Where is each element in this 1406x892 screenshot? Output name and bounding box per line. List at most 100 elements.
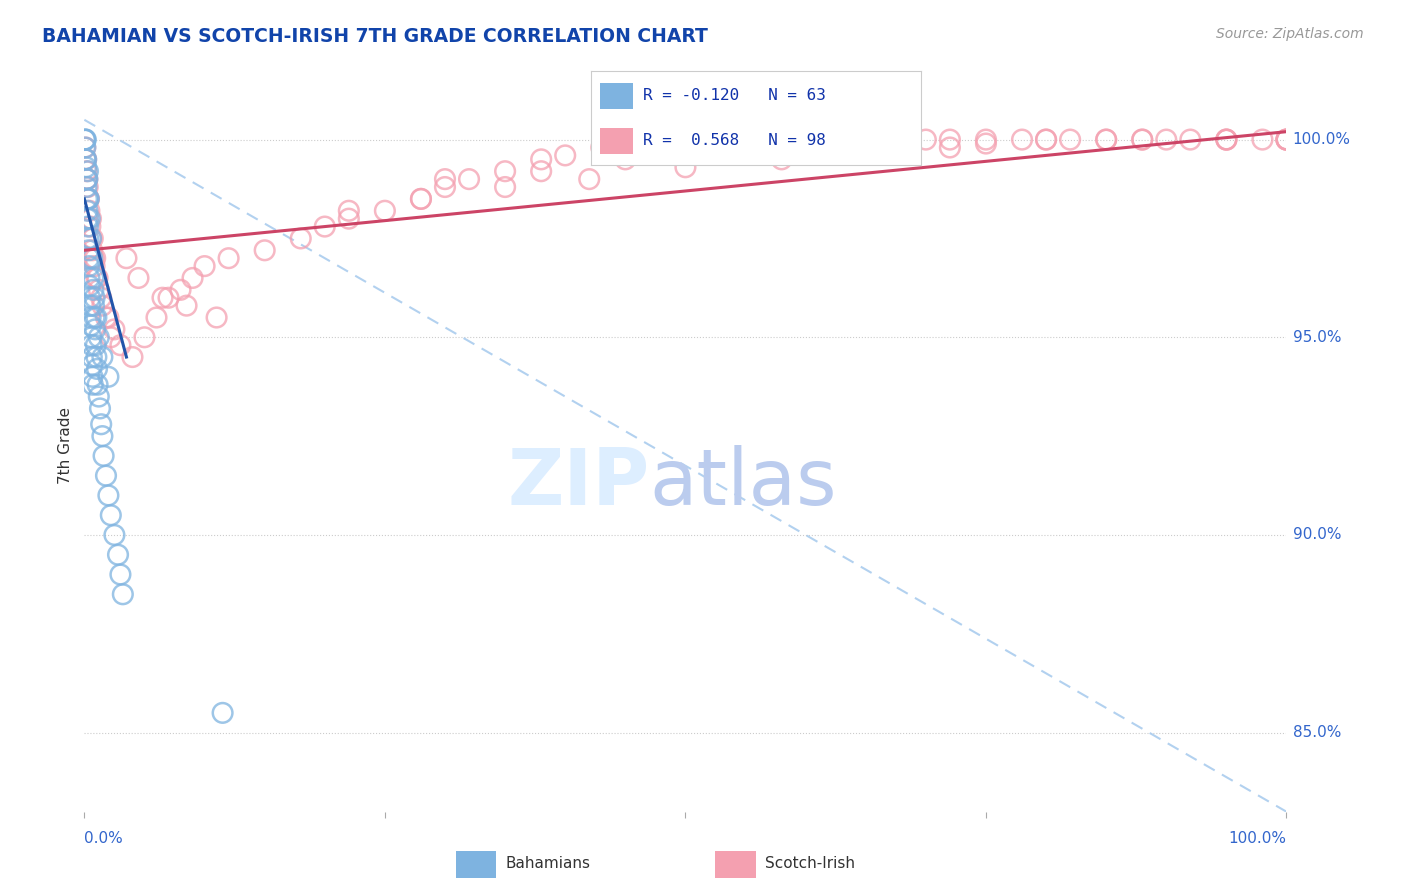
- Point: [80, 350, 103, 364]
- Point: [115, 251, 138, 265]
- Point: [818, 132, 841, 146]
- Point: [94, 468, 117, 483]
- Point: [211, 706, 233, 720]
- Point: [84, 251, 107, 265]
- Point: [100, 330, 122, 344]
- Point: [73, 132, 96, 146]
- Point: [84, 322, 107, 336]
- Text: Source: ZipAtlas.com: Source: ZipAtlas.com: [1216, 27, 1364, 41]
- Point: [77, 164, 100, 178]
- Point: [770, 153, 793, 167]
- Point: [76, 203, 98, 218]
- Text: ZIP: ZIP: [508, 444, 650, 521]
- Point: [409, 192, 432, 206]
- Point: [79, 291, 101, 305]
- Point: [494, 164, 516, 178]
- Point: [86, 271, 108, 285]
- Point: [127, 271, 149, 285]
- Point: [80, 211, 103, 226]
- Point: [1275, 132, 1298, 146]
- Point: [75, 153, 97, 167]
- Point: [152, 291, 174, 305]
- Point: [169, 283, 191, 297]
- Point: [1251, 132, 1274, 146]
- Point: [530, 153, 553, 167]
- Point: [90, 291, 112, 305]
- Point: [176, 299, 198, 313]
- Point: [79, 211, 101, 226]
- Point: [734, 132, 756, 146]
- Point: [77, 192, 100, 206]
- Point: [374, 203, 396, 218]
- Text: BAHAMIAN VS SCOTCH-IRISH 7TH GRADE CORRELATION CHART: BAHAMIAN VS SCOTCH-IRISH 7TH GRADE CORRE…: [42, 27, 709, 45]
- Point: [218, 251, 240, 265]
- Point: [530, 164, 553, 178]
- Point: [90, 417, 112, 432]
- Point: [76, 180, 98, 194]
- Text: 0.0%: 0.0%: [84, 831, 124, 847]
- Bar: [456, 851, 496, 878]
- Point: [434, 180, 457, 194]
- Point: [699, 132, 721, 146]
- Point: [77, 192, 100, 206]
- Point: [290, 231, 312, 245]
- Point: [337, 203, 360, 218]
- Point: [80, 231, 103, 245]
- Point: [939, 132, 962, 146]
- Point: [939, 140, 962, 154]
- Point: [1275, 132, 1298, 146]
- Point: [1156, 132, 1178, 146]
- Point: [82, 369, 104, 384]
- Point: [77, 231, 100, 245]
- Text: R = -0.120   N = 63: R = -0.120 N = 63: [644, 88, 827, 103]
- Point: [91, 350, 114, 364]
- Point: [675, 132, 697, 146]
- Point: [157, 291, 180, 305]
- Text: Bahamians: Bahamians: [505, 855, 591, 871]
- Point: [82, 377, 104, 392]
- Point: [855, 132, 877, 146]
- Point: [1215, 132, 1237, 146]
- Point: [79, 310, 101, 325]
- Point: [194, 259, 217, 273]
- Point: [110, 338, 132, 352]
- Point: [121, 350, 143, 364]
- Point: [75, 153, 97, 167]
- Point: [409, 192, 432, 206]
- Point: [107, 548, 129, 562]
- Point: [1035, 132, 1057, 146]
- Point: [83, 259, 105, 273]
- Point: [80, 318, 103, 333]
- Point: [1180, 132, 1202, 146]
- Text: Scotch-Irish: Scotch-Irish: [765, 855, 855, 871]
- Point: [205, 310, 228, 325]
- Point: [1275, 132, 1298, 146]
- Point: [1215, 132, 1237, 146]
- Point: [734, 145, 756, 159]
- Point: [79, 299, 101, 313]
- Point: [554, 148, 576, 162]
- Point: [76, 164, 98, 178]
- Point: [80, 231, 103, 245]
- Point: [458, 172, 481, 186]
- Point: [86, 362, 108, 376]
- Point: [75, 161, 97, 175]
- Point: [83, 310, 105, 325]
- Point: [890, 132, 912, 146]
- Point: [76, 172, 98, 186]
- Point: [82, 251, 104, 265]
- Point: [494, 180, 516, 194]
- Point: [314, 219, 336, 234]
- Point: [614, 153, 637, 167]
- Point: [103, 528, 125, 542]
- Point: [1130, 132, 1153, 146]
- Bar: [600, 83, 634, 109]
- Point: [75, 132, 97, 146]
- Point: [915, 132, 938, 146]
- Point: [145, 310, 167, 325]
- Point: [650, 132, 672, 146]
- Point: [1215, 132, 1237, 146]
- Point: [770, 132, 793, 146]
- Point: [337, 211, 360, 226]
- Point: [794, 132, 817, 146]
